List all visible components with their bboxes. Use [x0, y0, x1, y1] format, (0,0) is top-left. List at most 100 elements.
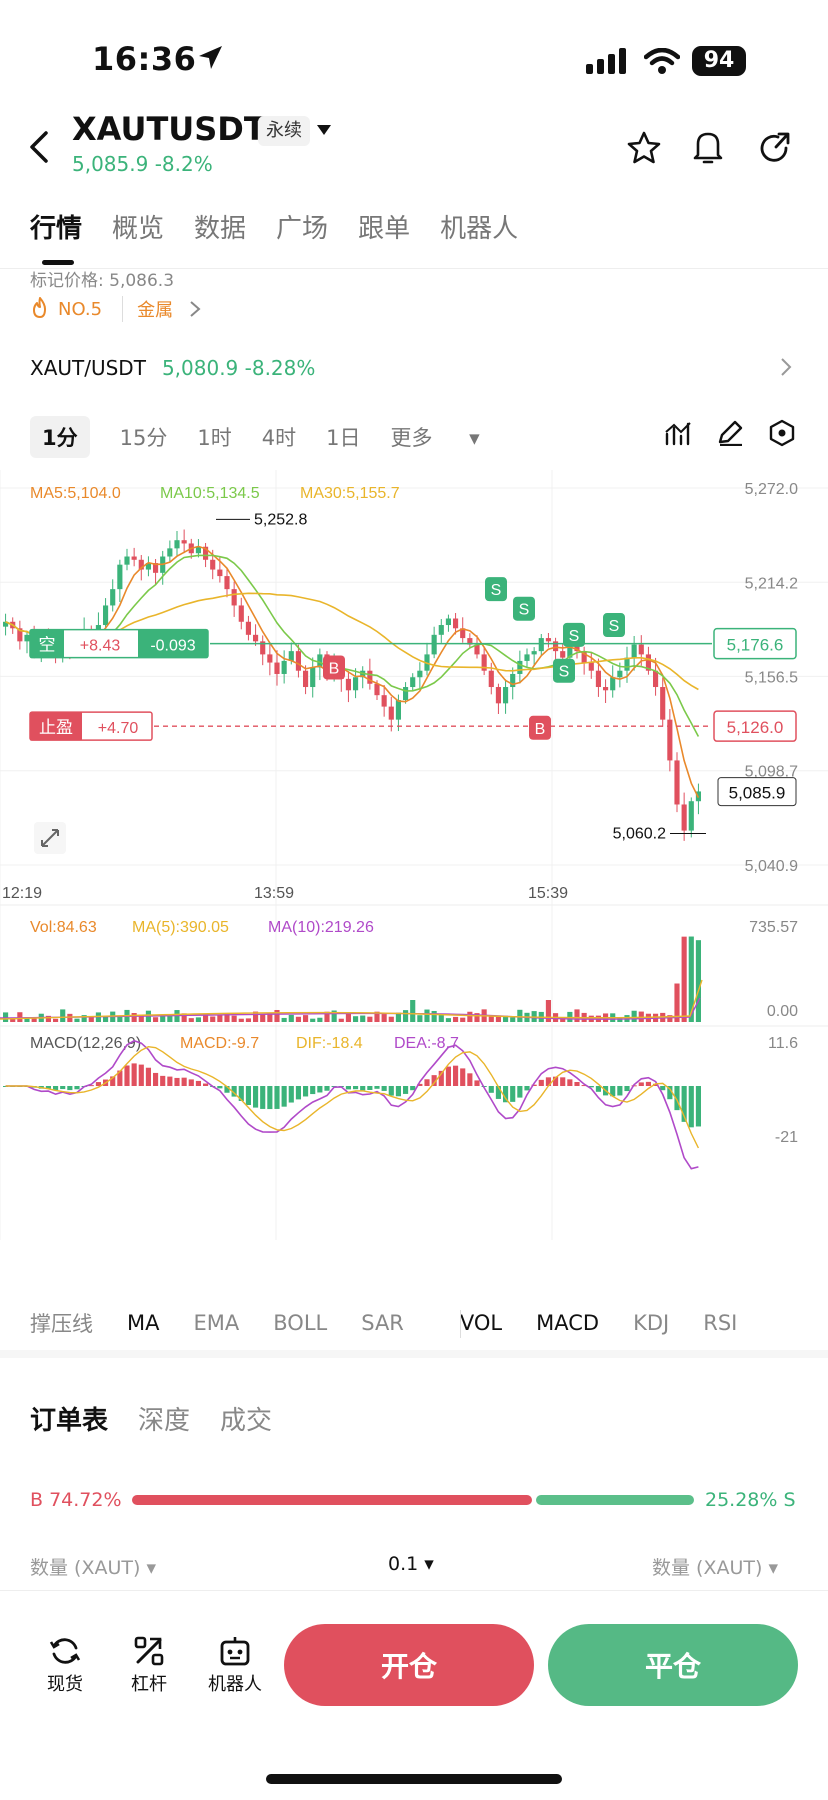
macd-bar	[531, 1084, 537, 1086]
ind-ema[interactable]: EMA	[193, 1311, 240, 1335]
macd-bar	[424, 1079, 430, 1086]
tab-square[interactable]: 广场	[276, 214, 329, 244]
trade-marker: B	[329, 660, 340, 677]
bell-icon[interactable]	[690, 128, 726, 166]
macd-bar	[395, 1086, 401, 1097]
position-price: 5,176.6	[727, 636, 784, 655]
tab-orderbook[interactable]: 订单表	[30, 1406, 109, 1436]
tab-trades[interactable]: 成交	[220, 1406, 273, 1436]
volume-bar	[10, 1017, 16, 1022]
rank-row[interactable]: NO.5 金属	[30, 296, 201, 322]
volume-bar	[445, 1018, 451, 1022]
volume-bar	[388, 1016, 394, 1022]
macd-bar	[124, 1065, 130, 1086]
tab-copy-trade[interactable]: 跟单	[358, 214, 411, 244]
trade-marker-bg	[323, 655, 345, 680]
precision-select[interactable]: 0.1 ▾	[388, 1553, 434, 1575]
y-tick-label: 5,214.2	[745, 575, 798, 592]
volume-bar	[138, 1015, 144, 1022]
volume-bar	[103, 1016, 109, 1022]
interval-more[interactable]: 更多 ▾	[390, 426, 480, 450]
interval-1h[interactable]: 1时	[197, 426, 232, 450]
candle-body	[131, 556, 137, 560]
macd-bar	[245, 1086, 251, 1105]
volume-bar	[24, 1017, 30, 1022]
vol-legend: Vol:84.63	[30, 919, 97, 936]
nav-spot[interactable]: 现货	[30, 1632, 100, 1696]
spot-price: 5,080.9 -8.28%	[161, 356, 316, 380]
volume-bar	[495, 1015, 501, 1022]
settings-hexagon-icon[interactable]	[768, 419, 796, 447]
ind-vol[interactable]: VOL	[459, 1311, 503, 1335]
candle-body	[181, 540, 187, 544]
macd-bar	[181, 1077, 187, 1086]
position-rate: -0.093	[150, 638, 195, 655]
tab-robot[interactable]: 机器人	[440, 214, 519, 244]
ind-ma[interactable]: MA	[127, 1311, 160, 1335]
candle-body	[388, 706, 394, 720]
macd-bar	[288, 1086, 294, 1103]
spot-pair-row[interactable]: XAUT/USDT 5,080.9 -8.28%	[30, 356, 315, 380]
kline-chart[interactable]: 5,272.0 5,214.2 5,156.5 5,098.7 5,040.9 MA5:5…	[0, 470, 828, 1300]
tab-overview[interactable]: 概览	[112, 214, 165, 244]
interval-1m[interactable]: 1分	[30, 416, 90, 458]
candle-body	[538, 638, 544, 652]
candle-body	[17, 628, 23, 642]
macd-bar	[117, 1070, 123, 1086]
candle-body	[403, 687, 409, 701]
sell-ratio: 25.28% S	[705, 1489, 796, 1511]
indicator-chart-icon[interactable]	[664, 420, 692, 446]
spot-chevron-right-icon[interactable]	[780, 357, 792, 377]
back-arrow-icon[interactable]	[28, 130, 52, 164]
candle-body	[3, 621, 9, 627]
nav-robot[interactable]: 机器人	[200, 1632, 270, 1696]
draw-pen-icon[interactable]	[716, 420, 744, 446]
volume-bar	[453, 1016, 459, 1022]
volume-bar	[74, 1018, 80, 1022]
volume-bar	[374, 1011, 380, 1022]
close-position-button[interactable]: 平仓	[548, 1624, 798, 1706]
qty-left-select[interactable]: 数量 (XAUT) ▾	[30, 1557, 156, 1579]
bottom-divider	[0, 1590, 828, 1591]
candle-body	[317, 654, 323, 668]
ind-rsi[interactable]: RSI	[703, 1311, 738, 1335]
candle-body	[110, 589, 116, 606]
candle-body	[595, 670, 601, 688]
tab-market[interactable]: 行情	[30, 214, 83, 244]
volume-bar	[188, 1018, 194, 1022]
open-position-button[interactable]: 开仓	[284, 1624, 534, 1706]
star-icon[interactable]	[626, 130, 662, 166]
ind-macd[interactable]: MACD	[536, 1311, 600, 1335]
candle-body	[195, 546, 201, 554]
volume-bar	[395, 1012, 401, 1022]
chevron-right-icon	[190, 301, 201, 317]
tab-depth[interactable]: 深度	[138, 1406, 191, 1436]
symbol-title[interactable]: XAUTUSDT	[72, 110, 266, 148]
nav-leverage[interactable]: 杠杆	[114, 1632, 184, 1696]
volume-bar	[310, 1018, 316, 1022]
share-icon[interactable]	[756, 130, 792, 166]
candle-body	[510, 673, 516, 688]
macd-bar	[281, 1086, 287, 1107]
candle-body	[267, 654, 273, 663]
y-tick-label: 5,156.5	[745, 669, 798, 686]
macd-bar	[238, 1086, 244, 1101]
ind-boll[interactable]: BOLL	[273, 1311, 328, 1335]
caret-down-icon[interactable]	[316, 124, 332, 136]
tab-data[interactable]: 数据	[194, 214, 247, 244]
contract-type-tag[interactable]: 永续	[258, 116, 310, 146]
ind-sar[interactable]: SAR	[361, 1311, 404, 1335]
interval-1d[interactable]: 1日	[326, 426, 361, 450]
volume-bar	[260, 1014, 266, 1022]
tp-label: 止盈	[39, 718, 73, 738]
status-time: 16:36	[92, 40, 197, 78]
ind-support-resistance[interactable]: 撑压线	[30, 1312, 93, 1336]
candle-body	[610, 677, 616, 691]
order-tabs: 订单表 深度 成交	[30, 1400, 302, 1437]
ind-kdj[interactable]: KDJ	[633, 1311, 670, 1335]
qty-right-select[interactable]: 数量 (XAUT) ▾	[652, 1557, 778, 1579]
interval-15m[interactable]: 15分	[119, 426, 168, 450]
volume-bar	[60, 1009, 66, 1022]
volume-bar	[245, 1018, 251, 1022]
interval-4h[interactable]: 4时	[261, 426, 297, 450]
